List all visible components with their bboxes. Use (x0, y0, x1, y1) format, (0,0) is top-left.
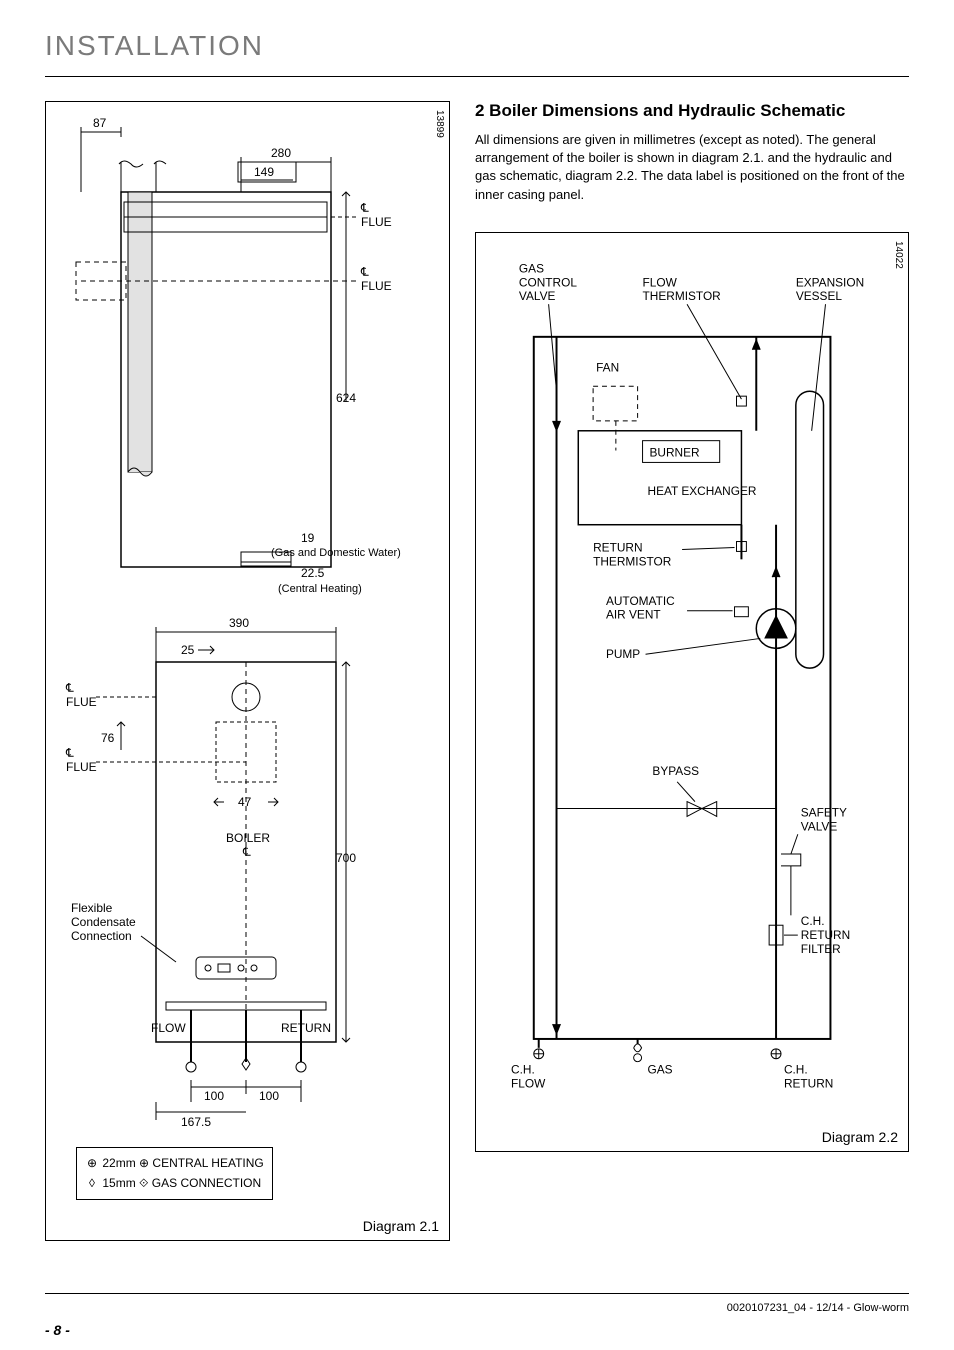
svg-text:19: 19 (301, 531, 315, 545)
svg-text:100: 100 (204, 1089, 224, 1103)
svg-text:(Gas and Domestic Water): (Gas and Domestic Water) (271, 547, 401, 559)
diagram-2-2-svg: GAS CONTROL VALVE FLOW THERMISTOR EXPANS… (476, 233, 908, 1123)
svg-text:C.H.: C.H. (511, 1062, 535, 1076)
svg-text:VESSEL: VESSEL (796, 289, 843, 303)
svg-text:GAS: GAS (519, 261, 544, 275)
svg-text:22.5: 22.5 (301, 566, 325, 580)
page-number: - 8 - (45, 1322, 70, 1338)
svg-text:FLUE: FLUE (361, 215, 392, 229)
svg-text:RETURN: RETURN (593, 540, 642, 554)
svg-text:25: 25 (181, 643, 195, 657)
svg-text:AIR VENT: AIR VENT (606, 607, 661, 621)
svg-text:℄: ℄ (360, 201, 369, 215)
svg-text:Condensate: Condensate (71, 915, 136, 929)
svg-text:HEAT EXCHANGER: HEAT EXCHANGER (648, 484, 757, 498)
svg-text:VALVE: VALVE (519, 289, 556, 303)
svg-text:℄: ℄ (65, 681, 74, 695)
legend-line-1: ⊕ 22mm ⊕ CENTRAL HEATING (85, 1154, 264, 1173)
svg-text:167.5: 167.5 (181, 1115, 211, 1129)
diagram-2-1-svg: 87 280 149 (46, 102, 451, 1212)
svg-text:700: 700 (336, 851, 356, 865)
svg-text:BURNER: BURNER (649, 445, 700, 459)
svg-text:GAS: GAS (648, 1062, 673, 1076)
svg-text:PUMP: PUMP (606, 647, 640, 661)
section-paragraph: All dimensions are given in millimetres … (475, 131, 909, 204)
svg-text:THERMISTOR: THERMISTOR (643, 289, 722, 303)
svg-text:47: 47 (238, 795, 252, 809)
svg-text:FLUE: FLUE (361, 279, 392, 293)
diagram-caption: Diagram 2.2 (822, 1129, 898, 1145)
diagram-2-2: 14022 GAS CONTROL VALVE FLOW THERMISTOR … (475, 232, 909, 1152)
diagram-caption: Diagram 2.1 (363, 1218, 439, 1234)
diagram-code: 13899 (434, 110, 445, 138)
svg-text:RETURN: RETURN (784, 1076, 833, 1090)
svg-text:Flexible: Flexible (71, 901, 113, 915)
svg-text:FLOW: FLOW (643, 275, 678, 289)
svg-text:BOILER: BOILER (226, 831, 270, 845)
svg-text:(Central Heating): (Central Heating) (278, 583, 362, 595)
legend-line-2: ◊ 15mm ⟐ GAS CONNECTION (85, 1174, 264, 1193)
svg-text:C.H.: C.H. (784, 1062, 808, 1076)
column-left: 13899 87 280 (45, 101, 450, 1241)
svg-text:℄: ℄ (360, 265, 369, 279)
footer-reference: 0020107231_04 - 12/14 - Glow-worm (727, 1302, 909, 1314)
svg-text:℄: ℄ (242, 845, 251, 859)
svg-text:SAFETY: SAFETY (801, 805, 847, 819)
svg-text:280: 280 (271, 146, 291, 160)
svg-text:℄: ℄ (65, 746, 74, 760)
svg-text:FLOW: FLOW (151, 1021, 186, 1035)
svg-text:Connection: Connection (71, 929, 132, 943)
svg-text:BYPASS: BYPASS (652, 764, 699, 778)
svg-text:RETURN: RETURN (801, 928, 850, 942)
svg-text:C.H.: C.H. (801, 914, 825, 928)
rule-top (45, 76, 909, 77)
svg-text:FAN: FAN (596, 360, 619, 374)
svg-text:149: 149 (254, 165, 274, 179)
rule-bottom (45, 1293, 909, 1294)
svg-text:624: 624 (336, 391, 356, 405)
diagram-2-1: 13899 87 280 (45, 101, 450, 1241)
section-heading: 2 Boiler Dimensions and Hydraulic Schema… (475, 101, 909, 121)
svg-text:FLUE: FLUE (66, 695, 97, 709)
svg-text:EXPANSION: EXPANSION (796, 275, 864, 289)
svg-text:AUTOMATIC: AUTOMATIC (606, 594, 675, 608)
svg-text:RETURN: RETURN (281, 1021, 331, 1035)
svg-text:100: 100 (259, 1089, 279, 1103)
page-section-title: INSTALLATION (45, 30, 909, 62)
svg-text:THERMISTOR: THERMISTOR (593, 554, 672, 568)
svg-text:76: 76 (101, 731, 115, 745)
legend-box: ⊕ 22mm ⊕ CENTRAL HEATING ◊ 15mm ⟐ GAS CO… (76, 1147, 273, 1200)
content-columns: 13899 87 280 (45, 101, 909, 1241)
svg-text:FLUE: FLUE (66, 760, 97, 774)
svg-text:FLOW: FLOW (511, 1076, 546, 1090)
svg-text:CONTROL: CONTROL (519, 275, 577, 289)
svg-text:FILTER: FILTER (801, 942, 841, 956)
svg-text:87: 87 (93, 116, 107, 130)
svg-text:390: 390 (229, 616, 249, 630)
column-right: 2 Boiler Dimensions and Hydraulic Schema… (475, 101, 909, 1241)
diagram-code: 14022 (893, 241, 904, 269)
svg-text:VALVE: VALVE (801, 819, 838, 833)
